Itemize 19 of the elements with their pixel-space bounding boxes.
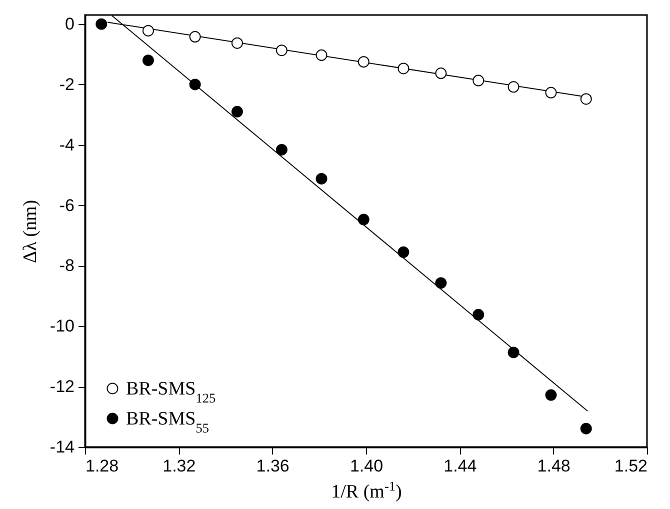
y-tick-label: 0 [65, 14, 74, 34]
legend-label: BR-SMS$_{125}$ [126, 378, 216, 405]
y-tick-label: -8 [59, 256, 74, 276]
y-tick-label: -12 [50, 377, 74, 396]
x-axis-title: 1/R (m$^{-1}$) [331, 478, 402, 502]
legend-label: BR-SMS$_{55}$ [126, 408, 210, 435]
y-axis-title: Δλ (nm) [20, 200, 41, 264]
y-tick-label: -4 [59, 135, 74, 154]
x-tick-label: 1.44 [444, 456, 477, 476]
x-tick-label: 1.52 [614, 456, 648, 476]
y-tick-label: -14 [50, 438, 74, 456]
x-tick-label: 1.48 [537, 456, 570, 476]
y-tick-label: -6 [59, 196, 74, 215]
y-tick-label: -2 [59, 74, 74, 94]
x-tick-label: 1.28 [86, 456, 119, 476]
x-tick-label: 1.40 [350, 456, 384, 476]
y-tick-label: -10 [50, 316, 74, 336]
x-tick-label: 1.32 [162, 456, 196, 476]
x-tick-label: 1.36 [256, 456, 290, 476]
